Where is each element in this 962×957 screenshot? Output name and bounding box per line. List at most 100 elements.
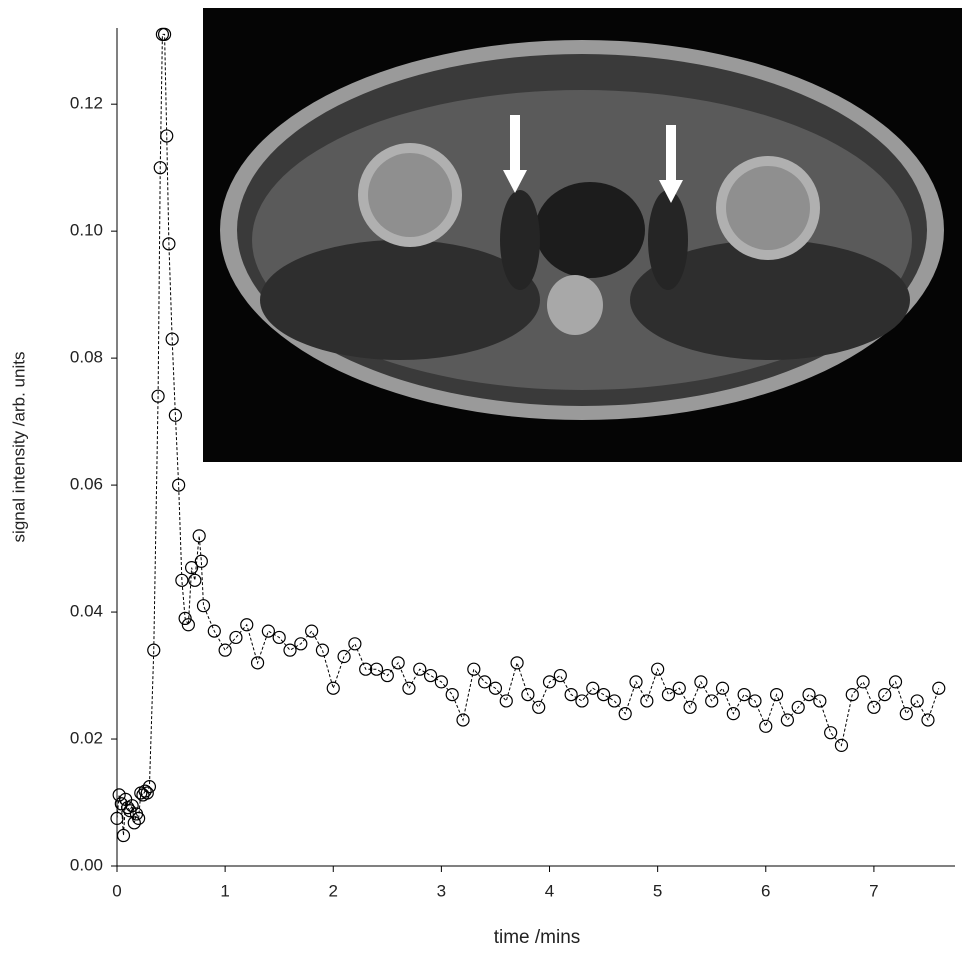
data-point [192,529,206,543]
data-point [834,738,849,752]
data-point [726,707,740,721]
data-point [110,811,124,825]
data-point [456,713,470,727]
data-point [147,643,161,657]
data-point [878,687,892,702]
data-point [434,675,448,689]
data-point [402,681,416,695]
data-point [207,624,221,638]
data-point [921,713,935,727]
data-point [553,668,567,683]
data-point [759,719,773,733]
y-axis-label: signal intensity /arb. units [9,352,28,543]
data-point [348,637,362,651]
data-point [261,624,275,638]
data-point [114,797,128,811]
data-point [478,675,492,689]
data-point [596,687,611,702]
data-point [586,681,600,695]
data-point [618,707,632,721]
data-point [142,780,157,794]
data-point [127,816,141,830]
data-point [910,694,924,708]
data-point [564,687,578,702]
x-tick-label: 5 [653,881,662,900]
data-point [175,573,189,587]
data-point [283,643,297,657]
data-point [705,694,719,708]
data-point [651,662,665,676]
data-point [780,713,795,727]
data-point [932,681,946,695]
data-point [423,668,438,683]
data-point [140,786,154,800]
data-point [326,681,340,695]
connecting-line [116,33,940,836]
data-point [467,662,481,676]
data-point [112,788,126,802]
data-point [194,554,208,568]
data-point [445,687,459,702]
y-tick-label: 0.08 [70,348,103,367]
data-point [769,687,784,702]
data-point [694,675,708,689]
data-point [359,662,373,676]
data-point [791,700,805,714]
data-point [510,656,524,670]
data-point [162,237,176,251]
x-tick-label: 2 [329,881,338,900]
data-point [683,700,697,714]
data-point [499,694,513,708]
y-tick-label: 0.04 [70,602,103,621]
data-point [272,630,286,645]
y-tick-label: 0.02 [70,729,103,748]
data-point [315,643,330,657]
data-point [813,694,827,708]
data-point [138,784,152,798]
x-axis-label: time /mins [494,927,581,948]
y-tick-label: 0.10 [70,221,103,240]
data-point [218,643,232,657]
x-tick-label: 1 [220,881,229,900]
data-point [305,624,319,638]
data-point [178,611,192,626]
data-point [845,687,859,702]
data-point [250,656,265,670]
data-point [899,707,913,721]
y-tick-label: 0.06 [70,475,103,494]
x-tick-label: 0 [112,881,121,900]
data-point [629,675,643,689]
data-point [391,656,405,670]
data-point [521,687,535,702]
data-point [413,662,427,676]
y-tick-label: 0.12 [70,94,103,113]
data-point [181,618,195,632]
data-point [160,129,174,143]
data-point [867,700,881,714]
data-point [748,694,762,708]
data-point [116,828,131,843]
data-point [185,561,199,575]
data-point [196,599,211,613]
data-point [888,675,903,689]
data-point [532,700,546,714]
y-tick-label: 0.00 [70,855,103,874]
x-tick-label: 6 [761,881,770,900]
data-point [380,668,394,683]
data-point [369,662,384,676]
data-point [240,618,254,632]
mri-inset [203,8,962,462]
x-tick-label: 7 [869,881,878,900]
data-point [802,687,816,702]
data-point [188,573,202,587]
data-point [157,27,172,41]
data-point [172,478,186,492]
data-point [715,681,730,695]
data-point [856,675,870,689]
data-point [125,799,139,813]
data-point [575,694,589,708]
data-point [661,687,676,702]
data-point [153,161,167,175]
data-point [607,694,621,708]
